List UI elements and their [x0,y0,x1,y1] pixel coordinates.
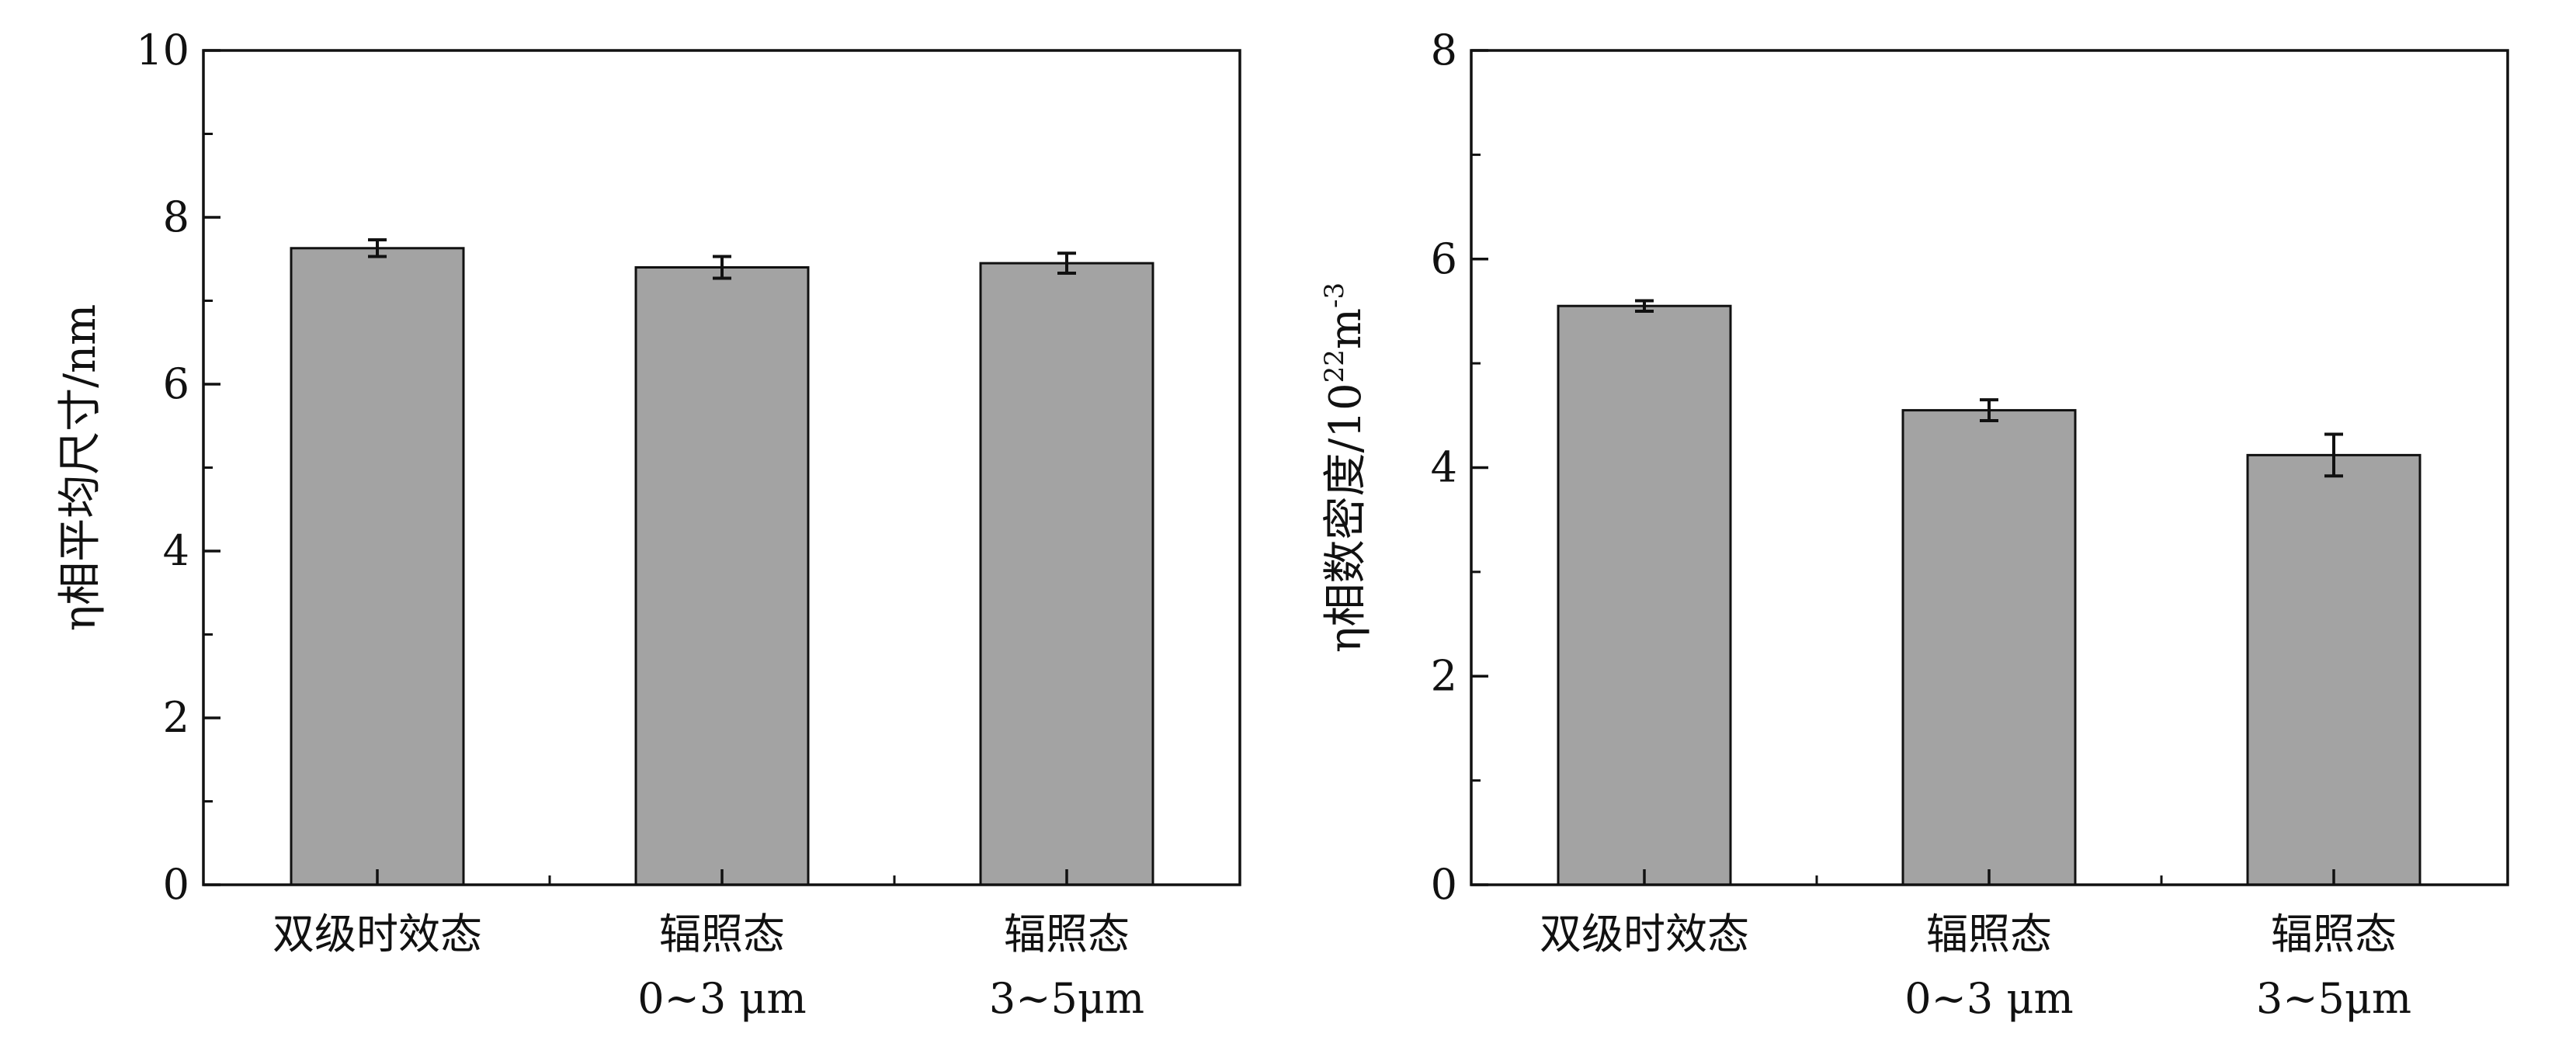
category-sublabel: 0~3 μm [1904,974,2073,1023]
y-axis-label-exp: 22 [1319,349,1350,383]
y-axis-label: η相平均尺寸/nm [55,304,106,632]
y-axis-label: η相数密度/1022m-3 [1319,283,1371,653]
y-tick-label: 4 [163,526,189,575]
category-label: 双级时效态 [1540,910,1749,959]
y-tick-label: 2 [1431,651,1457,700]
category-label: 辐照态 [659,910,785,959]
y-tick-label: 10 [136,26,189,75]
category-label: 辐照态 [1926,910,2052,959]
bar [979,262,1154,886]
y-tick-label: 6 [1431,234,1457,283]
y-tick-label: 8 [163,192,189,241]
category-sublabel: 3~5μm [989,974,1144,1023]
bar [1901,409,2077,886]
y-tick-label: 0 [1431,860,1457,909]
y-axis-label-main: η相数密度/10 [1321,383,1371,653]
y-tick-label: 6 [163,359,189,408]
y-tick-label: 4 [1431,443,1457,492]
category-sublabel: 3~5μm [2256,974,2411,1023]
y-axis-label-unit: m [1321,308,1371,349]
category-label: 双级时效态 [273,910,482,959]
y-tick-label: 8 [1431,26,1457,75]
chart-density: 0 2 4 6 8 双级时效态 辐照态 0~3 μm 辐照态 3~5μm η相数密度/1022m-3 [1319,26,2509,1023]
bar [2246,453,2422,886]
bar [290,247,465,886]
bar [634,266,810,886]
category-sublabel: 0~3 μm [637,974,806,1023]
category-label: 辐照态 [1004,910,1130,959]
bar [1557,304,1732,886]
y-tick-label: 0 [163,860,189,909]
category-label: 辐照态 [2271,910,2397,959]
chart-size: 0 2 4 6 8 10 双级时效态 辐照态 0~3 μm 辐照态 3~5μm η相平均尺寸/nm [55,26,1241,1023]
y-tick-label: 2 [163,693,189,742]
y-axis-label-exp: -3 [1319,283,1350,308]
